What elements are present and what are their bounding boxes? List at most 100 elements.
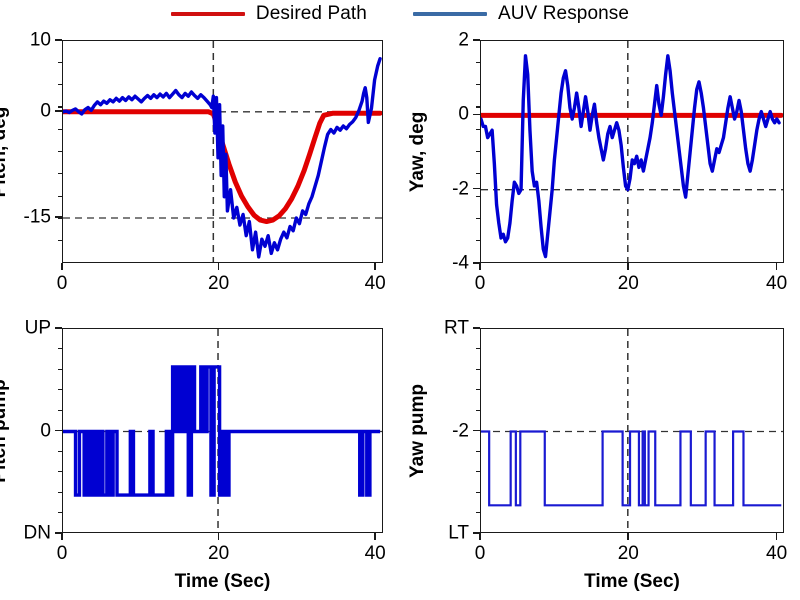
y-tick-label-pitch: 10	[29, 29, 51, 51]
y-tick-mark	[473, 532, 480, 534]
plot-canvas-yaw_pump	[481, 329, 783, 532]
y-tick-mark	[55, 327, 62, 329]
y-minor-tick	[58, 471, 62, 473]
x-axis-label-yaw_pump: Time (Sec)	[584, 571, 680, 592]
y-minor-tick	[476, 409, 480, 411]
plot-area-pitch_pump	[62, 328, 383, 533]
x-tick-label-pitch_pump: 0	[56, 543, 68, 564]
y-minor-tick	[476, 389, 480, 391]
x-tick-label-pitch_pump: 40	[364, 543, 386, 564]
y-minor-tick	[58, 84, 62, 86]
y-tick-mark	[473, 39, 480, 41]
plot-area-pitch	[62, 40, 383, 263]
plot-canvas-pitch_pump	[63, 329, 382, 532]
y-minor-tick	[58, 151, 62, 153]
x-tick-mark	[627, 263, 630, 270]
y-tick-label-pitch_pump: DN	[23, 522, 51, 544]
x-tick-mark	[479, 533, 481, 540]
data-series-pitch	[63, 57, 382, 259]
legend-label-auv-response: AUV Response	[497, 3, 630, 24]
y-tick-mark	[55, 532, 62, 534]
y-minor-tick	[58, 409, 62, 411]
y-minor-tick	[58, 450, 62, 452]
y-minor-tick	[476, 173, 480, 175]
data-series-yaw_pump	[481, 430, 782, 507]
x-tick-mark	[61, 533, 63, 540]
x-tick-label-yaw: 40	[766, 273, 788, 294]
y-minor-tick	[476, 195, 480, 197]
plot-canvas-yaw	[481, 41, 783, 262]
x-tick-mark	[374, 533, 376, 540]
y-tick-label-pitch: 0	[40, 100, 51, 122]
x-tick-label-yaw_pump: 0	[474, 543, 486, 564]
x-tick-label-yaw_pump: 20	[617, 543, 639, 564]
y-minor-tick	[476, 151, 480, 153]
y-tick-label-yaw: 0	[458, 103, 469, 125]
x-tick-label-pitch: 20	[208, 273, 230, 294]
y-minor-tick	[476, 106, 480, 108]
y-minor-tick	[476, 471, 480, 473]
y-minor-tick	[58, 61, 62, 63]
x-tick-mark	[627, 533, 630, 540]
y-minor-tick	[476, 450, 480, 452]
x-tick-label-yaw: 0	[474, 273, 486, 294]
y-axis-label-yaw_pump: Yaw pump	[407, 383, 428, 478]
x-tick-mark	[61, 263, 63, 270]
y-tick-label-yaw: 2	[458, 29, 469, 51]
y-minor-tick	[58, 368, 62, 370]
y-minor-tick	[476, 61, 480, 63]
y-tick-label-yaw: -2	[452, 178, 469, 200]
legend-entry-desired-path: Desired Path	[170, 3, 367, 25]
y-minor-tick	[58, 195, 62, 197]
x-tick-label-yaw: 20	[617, 273, 639, 294]
y-minor-tick	[58, 491, 62, 493]
y-tick-label-pitch_pump: 0	[40, 420, 51, 441]
y-tick-label-yaw_pump: LT	[448, 522, 469, 544]
y-minor-tick	[58, 240, 62, 242]
y-minor-tick	[58, 106, 62, 108]
x-tick-mark	[217, 263, 220, 270]
y-minor-tick	[476, 128, 480, 130]
y-tick-label-yaw_pump: -2	[452, 420, 469, 441]
x-axis-label-pitch_pump: Time (Sec)	[174, 571, 271, 592]
x-tick-mark	[775, 533, 778, 540]
y-tick-mark	[55, 39, 62, 41]
y-minor-tick	[476, 430, 480, 432]
legend-swatch-auv-response	[412, 12, 487, 16]
y-minor-tick	[476, 348, 480, 350]
y-tick-label-pitch_pump: UP	[24, 317, 51, 339]
y-tick-mark	[55, 216, 62, 218]
plot-canvas-pitch	[63, 41, 382, 262]
y-tick-label-pitch: -15	[23, 206, 51, 228]
y-minor-tick	[58, 512, 62, 514]
y-minor-tick	[58, 173, 62, 175]
y-minor-tick	[476, 491, 480, 493]
y-minor-tick	[58, 348, 62, 350]
y-minor-tick	[58, 389, 62, 391]
x-tick-label-yaw_pump: 40	[766, 543, 788, 564]
legend-entry-auv-response: AUV Response	[412, 3, 630, 25]
y-tick-mark	[473, 187, 480, 190]
y-minor-tick	[58, 217, 62, 220]
y-minor-tick	[476, 368, 480, 370]
legend-label-desired-path: Desired Path	[255, 3, 367, 24]
data-series-yaw	[481, 54, 781, 259]
y-minor-tick	[58, 430, 62, 432]
y-tick-label-yaw: -4	[452, 252, 469, 274]
x-tick-label-pitch_pump: 20	[208, 543, 230, 564]
y-minor-tick	[476, 240, 480, 242]
x-tick-label-pitch: 40	[364, 273, 386, 294]
x-tick-label-pitch: 0	[56, 273, 68, 294]
y-minor-tick	[476, 512, 480, 514]
plot-area-yaw_pump	[480, 328, 784, 533]
x-tick-mark	[374, 263, 376, 270]
y-minor-tick	[58, 128, 62, 130]
y-tick-mark	[55, 109, 62, 112]
x-tick-mark	[479, 263, 481, 270]
data-series-pitch	[63, 109, 382, 225]
x-tick-mark	[217, 533, 220, 540]
